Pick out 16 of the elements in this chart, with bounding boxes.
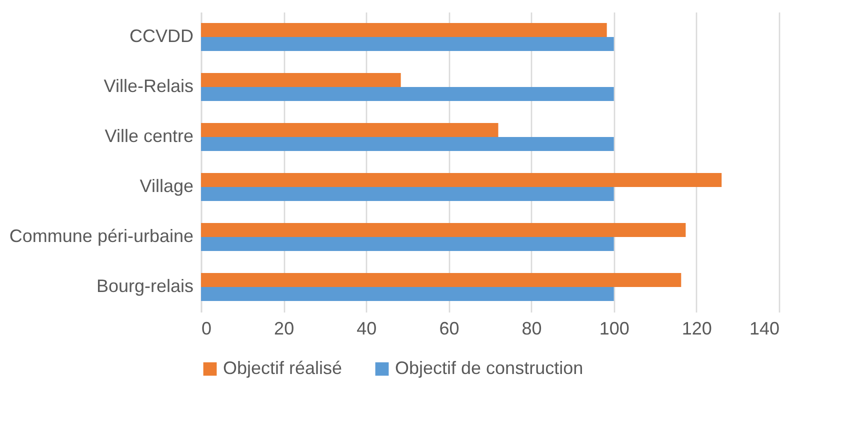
y-tick-label: CCVDD bbox=[129, 26, 194, 46]
y-tick-label: Ville-Relais bbox=[104, 76, 194, 96]
x-tick-label: 80 bbox=[522, 318, 542, 338]
legend-label: Objectif réalisé bbox=[223, 358, 342, 378]
y-tick-label: Bourg-relais bbox=[96, 276, 194, 296]
x-tick-label: 40 bbox=[356, 318, 377, 338]
x-tick-label: 140 bbox=[749, 318, 780, 338]
x-tick-label: 20 bbox=[274, 318, 294, 338]
x-tick-label: 0 bbox=[202, 318, 212, 338]
y-tick-label: Commune péri-urbaine bbox=[9, 226, 194, 246]
y-tick-label: Village bbox=[140, 176, 194, 196]
x-tick-label: 60 bbox=[439, 318, 460, 338]
y-tick-label: Ville centre bbox=[104, 126, 194, 146]
x-tick-label: 120 bbox=[682, 318, 712, 338]
legend-label: Objectif de construction bbox=[395, 358, 584, 378]
x-tick-label: 100 bbox=[599, 318, 630, 338]
